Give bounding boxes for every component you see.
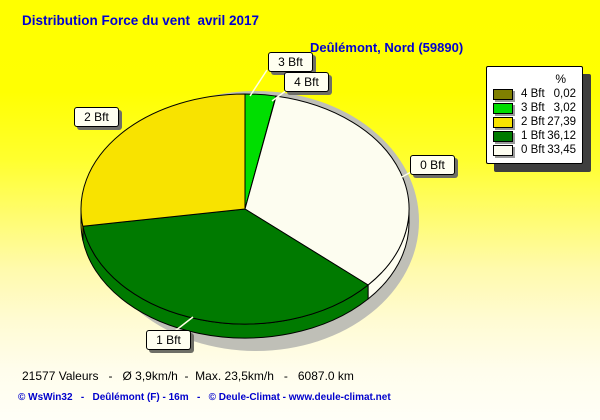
chart-title: Distribution Force du vent avril 2017 <box>22 13 260 28</box>
legend-box: % 4 Bft 0,02 3 Bft 3,02 2 Bft 27,39 1 Bf… <box>486 66 583 164</box>
leader-line-4bft <box>271 89 288 102</box>
legend-swatch-0bft <box>493 144 513 156</box>
leader-line-1bft <box>174 316 194 332</box>
footer-credit-line: © WsWin32 - Deûlémont (F) - 16m - © Deul… <box>18 392 391 403</box>
pie-group <box>80 91 419 351</box>
legend-label: 2 Bft <box>521 116 545 128</box>
callout-label-3bft: 3 Bft <box>268 52 313 72</box>
pie-slice-0bft <box>244 95 410 286</box>
legend-swatch-3bft <box>493 102 513 114</box>
legend-value: 0,02 <box>553 88 576 100</box>
pie-slice-1bft <box>82 208 369 325</box>
leader-lines <box>174 69 412 332</box>
footer-stats-line: 21577 Valeurs - Ø 3,9km/h - Max. 23,5km/… <box>22 369 354 383</box>
legend-value: 27,39 <box>547 116 576 128</box>
callout-label-4bft: 4 Bft <box>284 72 329 92</box>
legend-unit-header: % <box>555 72 566 86</box>
legend-label: 4 Bft <box>521 88 545 100</box>
legend-row-4bft: 4 Bft 0,02 <box>493 87 576 101</box>
legend-row-2bft: 2 Bft 27,39 <box>493 115 576 129</box>
legend-row-0bft: 0 Bft 33,45 <box>493 143 576 157</box>
leader-line-3bft <box>249 69 268 97</box>
legend-label: 0 Bft <box>521 144 545 156</box>
legend-row-3bft: 3 Bft 3,02 <box>493 101 576 115</box>
legend-swatch-2bft <box>493 116 513 128</box>
legend-swatch-4bft <box>493 88 513 100</box>
legend-label: 3 Bft <box>521 102 545 114</box>
legend-row-1bft: 1 Bft 36,12 <box>493 129 576 143</box>
callout-label-1bft: 1 Bft <box>146 330 191 350</box>
pie-slice-2bft <box>80 93 246 227</box>
legend-value: 33,45 <box>547 144 576 156</box>
legend-swatch-1bft <box>493 130 513 142</box>
chart-subtitle: Deûlémont, Nord (59890) <box>310 40 464 55</box>
legend-value: 3,02 <box>553 102 576 114</box>
leader-line-0bft <box>399 171 412 179</box>
callout-label-0bft: 0 Bft <box>410 155 455 175</box>
legend-label: 1 Bft <box>521 130 545 142</box>
legend-value: 36,12 <box>547 130 576 142</box>
callout-label-2bft: 2 Bft <box>74 107 119 127</box>
